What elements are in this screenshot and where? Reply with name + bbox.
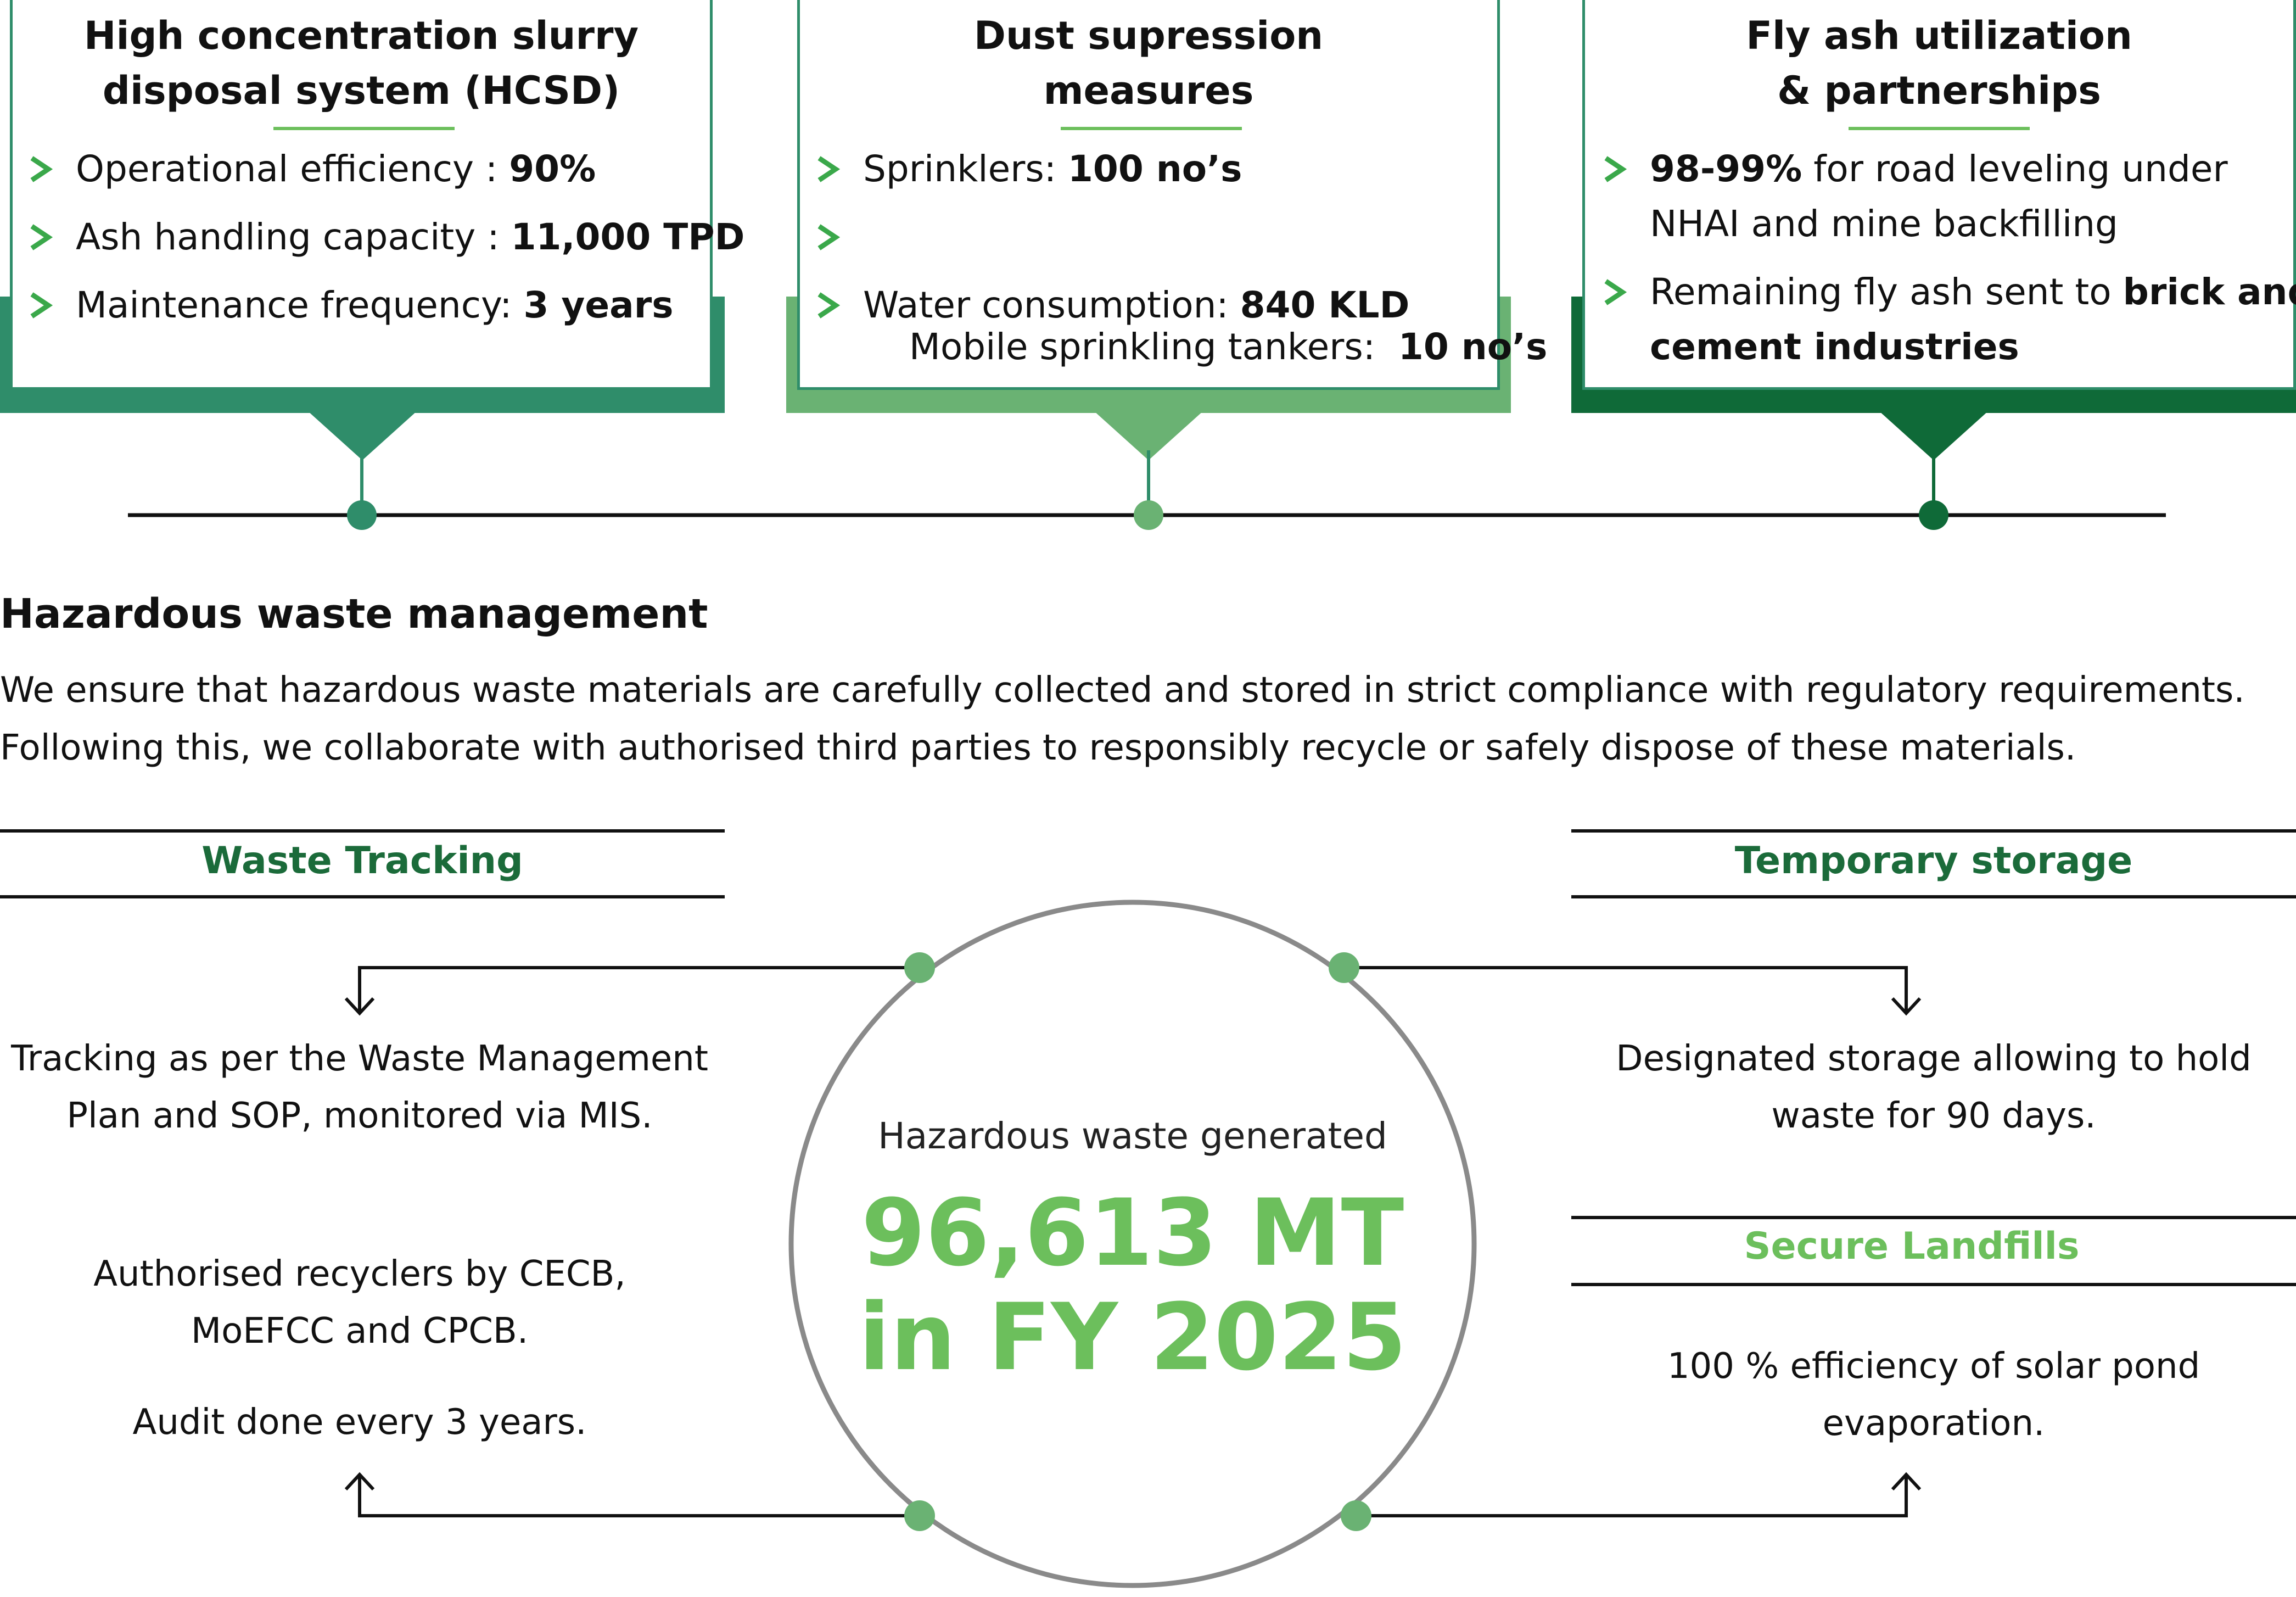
card-3-pointer	[1879, 411, 1989, 460]
chevron-right-icon	[817, 156, 841, 182]
bullet-label: for road leveling under	[1802, 148, 2228, 190]
center-label: Hazardous waste generated	[878, 1115, 1387, 1157]
chevron-right-icon	[30, 224, 53, 250]
card-underline	[273, 127, 455, 130]
bullet-label: Water consumption:	[863, 284, 1240, 326]
card-2-pointer	[1094, 411, 1203, 460]
card-hcsd: High concentration slurry disposal syste…	[10, 0, 744, 390]
bullet-value: cement industries	[1650, 326, 2019, 368]
card-title-line2: measures	[1043, 68, 1254, 113]
divider	[0, 829, 725, 833]
bullet-maintenance: Maintenance frequency: 3 years	[30, 278, 674, 333]
bullet-label: Ash handling capacity :	[76, 216, 511, 258]
audit-note: Audit done every 3 years.	[0, 1394, 719, 1451]
bullet-label: Mobile sprinkling tankers:	[909, 326, 1398, 368]
bullet-label: Maintenance frequency:	[76, 284, 524, 326]
waste-tracking-heading: Waste Tracking	[201, 839, 523, 883]
bullet-mobile-tankers: Mobile sprinkling tankers: 10 no’s	[817, 210, 1548, 429]
divider	[1571, 1283, 2296, 1286]
note-line: evaporation.	[1822, 1403, 2045, 1444]
bullet-value: 840 KLD	[1240, 284, 1410, 326]
chevron-right-icon	[30, 292, 53, 319]
bullet-label: Sprinklers:	[863, 148, 1068, 190]
section-body-line2: Following this, we collaborate with auth…	[0, 728, 2076, 768]
secure-landfills-heading: Secure Landfills	[1744, 1225, 2080, 1268]
note-line: 100 % efficiency of solar pond	[1667, 1346, 2200, 1387]
bullet-value: 10 no’s	[1398, 326, 1548, 368]
waste-tracking-note: Tracking as per the Waste Management Pla…	[0, 1030, 719, 1144]
card-title-line1: High concentration slurry	[83, 13, 639, 58]
bullet-operational-efficiency: Operational efficiency : 90%	[30, 142, 596, 197]
bullet-value: 100 no’s	[1068, 148, 1242, 190]
recyclers-note: Authorised recyclers by CECB, MoEFCC and…	[0, 1246, 719, 1360]
note-line: Plan and SOP, monitored via MIS.	[66, 1096, 653, 1136]
temporary-storage-heading: Temporary storage	[1734, 839, 2133, 883]
bullet-value: brick and	[2123, 271, 2296, 313]
note-line: MoEFCC and CPCB.	[191, 1311, 529, 1352]
chevron-right-icon	[817, 224, 841, 250]
card-underline	[1061, 127, 1242, 130]
card-1-pointer	[307, 411, 417, 460]
note-line: Designated storage allowing to hold	[1616, 1038, 2252, 1079]
card-title-line2: disposal system (HCSD)	[102, 68, 620, 113]
timeline	[128, 450, 2166, 530]
chevron-right-icon	[817, 292, 841, 319]
card-title-line2: & partnerships	[1777, 68, 2101, 113]
note-line: Audit done every 3 years.	[132, 1402, 587, 1443]
card-title-line1: Dust supression	[973, 13, 1324, 58]
divider	[0, 895, 725, 898]
bullet-value: 98-99%	[1650, 148, 1802, 190]
bullet-sprinklers: Sprinklers: 100 no’s	[817, 142, 1242, 197]
note-line: Authorised recyclers by CECB,	[93, 1254, 626, 1294]
card-title: High concentration slurry disposal syste…	[13, 8, 710, 118]
center-value-line2: in FY 2025	[858, 1283, 1407, 1391]
secure-landfills-note: 100 % efficiency of solar pond evaporati…	[1571, 1338, 2296, 1452]
center-value-line1: 96,613 MT	[861, 1179, 1404, 1287]
bullet-value: 90%	[509, 148, 596, 190]
bullet-value: 11,000 TPD	[511, 216, 745, 258]
card-title-line1: Fly ash utilization	[1746, 13, 2132, 58]
bullet-label: Operational efficiency :	[76, 148, 509, 190]
note-line: waste for 90 days.	[1771, 1096, 2096, 1136]
card-title: Dust supression measures	[800, 8, 1497, 118]
chevron-right-icon	[1604, 279, 1627, 305]
section-body-line1: We ensure that hazardous waste materials…	[0, 670, 2245, 711]
section-title: Hazardous waste management	[0, 590, 708, 638]
card-title: Fly ash utilization & partnerships	[1585, 8, 2293, 118]
divider	[1571, 829, 2296, 833]
bullet-water-consumption: Water consumption: 840 KLD	[817, 278, 1410, 333]
bullet-ash-handling: Ash handling capacity : 11,000 TPD	[30, 210, 745, 265]
note-line: Tracking as per the Waste Management	[11, 1038, 708, 1079]
chevron-right-icon	[30, 156, 53, 182]
divider	[1571, 895, 2296, 898]
card-underline	[1849, 127, 2030, 130]
divider	[1571, 1216, 2296, 1219]
card-dust-suppression: Dust supression measures Sprinklers: 100…	[797, 0, 1547, 390]
temporary-storage-note: Designated storage allowing to hold wast…	[1571, 1030, 2296, 1144]
bullet-road-leveling: 98-99% for road leveling under	[1604, 142, 2228, 197]
bullet-label: NHAI and mine backfilling	[1650, 203, 2118, 245]
bullet-remaining-fly-ash-line2: cement industries	[1650, 320, 2019, 375]
chevron-right-icon	[1604, 156, 1627, 182]
card-fly-ash: Fly ash utilization & partnerships 98-99…	[1582, 0, 2296, 390]
bullet-remaining-fly-ash: Remaining fly ash sent to brick and	[1604, 265, 2296, 320]
bullet-road-leveling-line2: NHAI and mine backfilling	[1650, 197, 2118, 252]
bullet-label: Remaining fly ash sent to	[1650, 271, 2123, 313]
bullet-value: 3 years	[523, 284, 674, 326]
